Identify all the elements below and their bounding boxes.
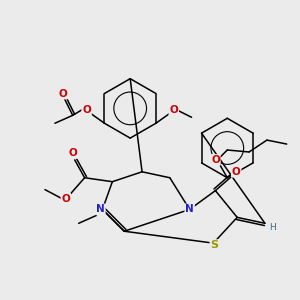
Text: O: O <box>68 148 77 158</box>
Text: O: O <box>58 88 67 98</box>
Text: O: O <box>232 167 241 177</box>
Text: H: H <box>269 223 276 232</box>
Text: N: N <box>185 204 194 214</box>
Text: O: O <box>169 105 178 116</box>
Text: O: O <box>82 105 91 116</box>
Text: O: O <box>61 194 70 203</box>
Text: N: N <box>96 204 105 214</box>
Text: S: S <box>210 240 218 250</box>
Text: O: O <box>211 155 220 165</box>
